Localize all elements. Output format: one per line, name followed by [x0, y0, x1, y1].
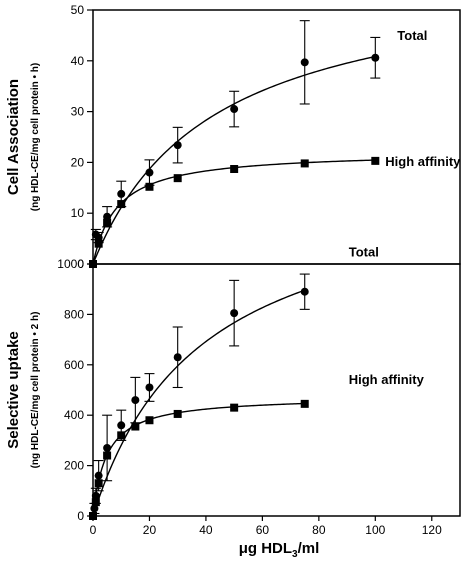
data-point-high-affinity-upper	[94, 239, 103, 248]
fit-curve-high-affinity-upper	[92, 159, 376, 265]
plot-frame-upper	[92, 9, 461, 265]
x-tick-label-lower: 120	[422, 523, 442, 537]
y-tick-label-upper: 20	[71, 155, 85, 169]
y-axis-units-upper: (ng HDL-CE/mg cell protein • h)	[30, 63, 41, 212]
data-point-high-affinity-lower	[230, 403, 239, 412]
data-point-high-affinity-lower	[89, 512, 97, 520]
data-point-total-lower	[91, 491, 100, 500]
data-point-total-lower	[145, 383, 154, 392]
series-label-high-affinity-upper: High affinity	[385, 154, 461, 169]
data-point-high-affinity-lower	[103, 451, 112, 460]
data-point-high-affinity-upper	[103, 218, 112, 227]
data-point-total-upper	[230, 105, 239, 114]
data-point-total-upper	[103, 212, 112, 221]
data-point-total-lower	[230, 309, 239, 318]
data-point-high-affinity-lower	[173, 409, 182, 418]
data-point-total-upper	[173, 141, 182, 150]
data-point-total-lower	[90, 504, 99, 513]
data-point-total-lower	[103, 443, 112, 452]
y-axis-label-lower: Selective uptake	[5, 331, 22, 449]
data-point-total-upper	[371, 53, 380, 62]
data-point-high-affinity-lower	[300, 399, 309, 408]
data-point-total-lower	[131, 396, 140, 405]
y-tick-label-upper: 0	[77, 257, 84, 271]
y-axis-label-upper: Cell Association	[5, 79, 22, 195]
x-tick-label-lower: 80	[312, 523, 326, 537]
data-points	[89, 53, 380, 520]
y-tick-label-upper: 40	[71, 54, 85, 68]
data-point-total-lower	[300, 287, 309, 296]
x-tick-label-lower: 40	[199, 523, 213, 537]
series-label-high-affinity-lower: High affinity	[349, 372, 425, 387]
data-point-total-upper	[145, 168, 154, 177]
fit-curve-total-upper	[92, 55, 376, 265]
y-axis-units-lower: (ng HDL-CE/mg cell protein • 2 h)	[30, 312, 41, 469]
fit-curve-total-lower	[92, 289, 305, 517]
data-point-high-affinity-upper	[230, 165, 239, 174]
series-label-total-upper: Total	[397, 28, 427, 43]
y-tick-label-lower: 800	[64, 307, 84, 321]
y-tick-label-upper: 50	[71, 3, 85, 17]
x-tick-label-lower: 100	[365, 523, 385, 537]
data-point-high-affinity-upper	[173, 174, 182, 183]
data-point-total-lower	[173, 353, 182, 362]
data-point-high-affinity-lower	[131, 422, 140, 431]
y-tick-label-lower: 400	[64, 408, 84, 422]
y-tick-label-upper: 10	[71, 206, 85, 220]
plot-frame-lower	[92, 263, 461, 517]
x-axis-label: μg HDL3/ml	[239, 540, 320, 560]
data-point-total-upper	[117, 189, 126, 198]
fit-curve-high-affinity-lower	[92, 402, 305, 517]
data-point-high-affinity-upper	[371, 156, 380, 165]
data-point-high-affinity-upper	[89, 260, 97, 268]
y-tick-label-lower: 0	[77, 509, 84, 523]
data-point-high-affinity-lower	[117, 431, 126, 440]
data-point-high-affinity-upper	[117, 200, 126, 209]
data-point-high-affinity-lower	[145, 416, 154, 425]
panel-frames	[87, 9, 461, 521]
data-point-high-affinity-upper	[145, 182, 154, 191]
data-point-total-upper	[300, 58, 309, 67]
y-tick-label-lower: 600	[64, 358, 84, 372]
error-bars	[89, 20, 381, 515]
data-point-high-affinity-lower	[94, 479, 103, 488]
data-point-high-affinity-lower	[91, 498, 100, 507]
x-tick-label-lower: 20	[143, 523, 157, 537]
x-tick-label-lower: 60	[256, 523, 270, 537]
y-tick-label-lower: 1000	[57, 257, 84, 271]
x-tick-label-lower: 0	[90, 523, 97, 537]
data-point-high-affinity-upper	[300, 159, 309, 168]
data-point-total-upper	[94, 233, 103, 242]
y-tick-label-upper: 30	[71, 105, 85, 119]
y-tick-label-lower: 200	[64, 459, 84, 473]
series-label-total-lower: Total	[349, 245, 379, 260]
data-point-total-lower	[94, 471, 103, 480]
data-point-total-lower	[117, 421, 126, 430]
axis-text: 0 10 20 30 40 50 Cell Association (ng HDL-CE/mg…	[5, 3, 461, 537]
